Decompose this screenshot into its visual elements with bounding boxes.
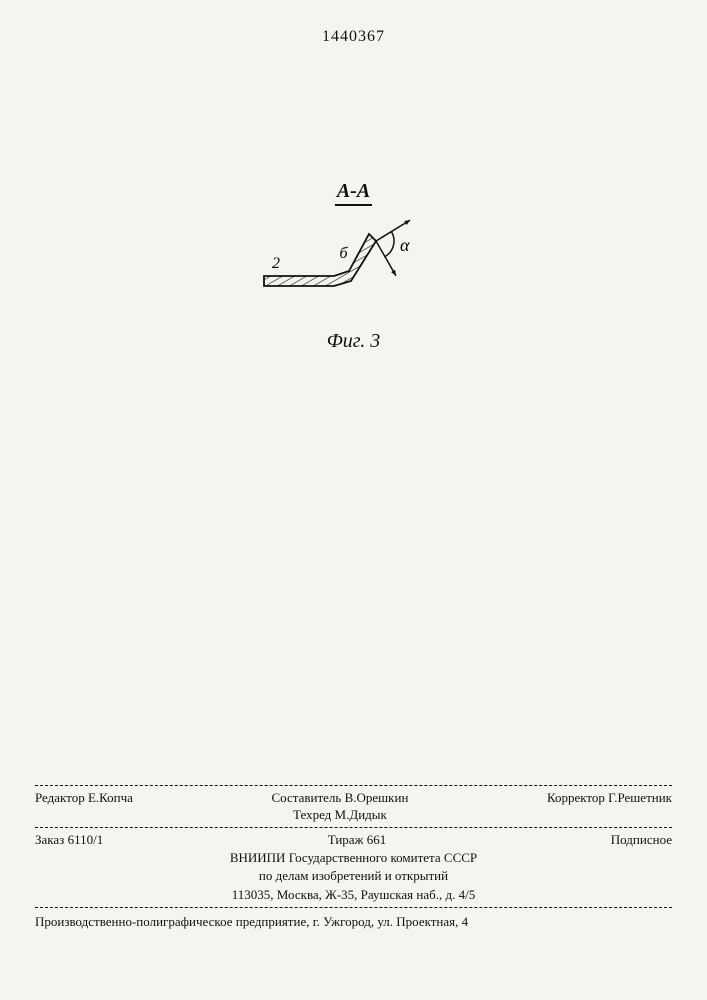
section-label: А-А bbox=[335, 180, 372, 206]
page: 1440367 А-А 2 б α Фиг. 3 Редактор Е.Копча … bbox=[0, 0, 707, 1000]
svg-text:α: α bbox=[400, 235, 410, 255]
tirazh-line: Тираж 661 bbox=[113, 832, 601, 848]
order-line: Заказ 6110/1 bbox=[35, 832, 103, 848]
separator bbox=[35, 785, 672, 786]
org-address: 113035, Москва, Ж-35, Раушская наб., д. … bbox=[35, 887, 672, 903]
proof-line: Корректор Г.Решетник bbox=[547, 790, 672, 806]
podpisnoe: Подписное bbox=[611, 832, 672, 848]
printer-line: Производственно-полиграфическое предприя… bbox=[35, 914, 672, 930]
separator bbox=[35, 907, 672, 908]
figure-caption: Фиг. 3 bbox=[0, 330, 707, 353]
org-name: ВНИИПИ Государственного комитета СССР bbox=[35, 850, 672, 866]
figure-drawing: 2 б α bbox=[254, 216, 454, 326]
svg-text:б: б bbox=[339, 245, 348, 262]
editor-line: Редактор Е.Копча bbox=[35, 790, 133, 806]
document-number: 1440367 bbox=[0, 28, 707, 46]
figure-block: А-А 2 б α Фиг. 3 bbox=[0, 180, 707, 353]
org-name-2: по делам изобретений и открытий bbox=[35, 868, 672, 884]
separator bbox=[35, 827, 672, 828]
center-credits: Составитель В.Орешкин Техред М.Дидык bbox=[143, 790, 537, 823]
credits-block: Редактор Е.Копча Составитель В.Орешкин Т… bbox=[35, 781, 672, 930]
svg-text:2: 2 bbox=[272, 255, 280, 272]
